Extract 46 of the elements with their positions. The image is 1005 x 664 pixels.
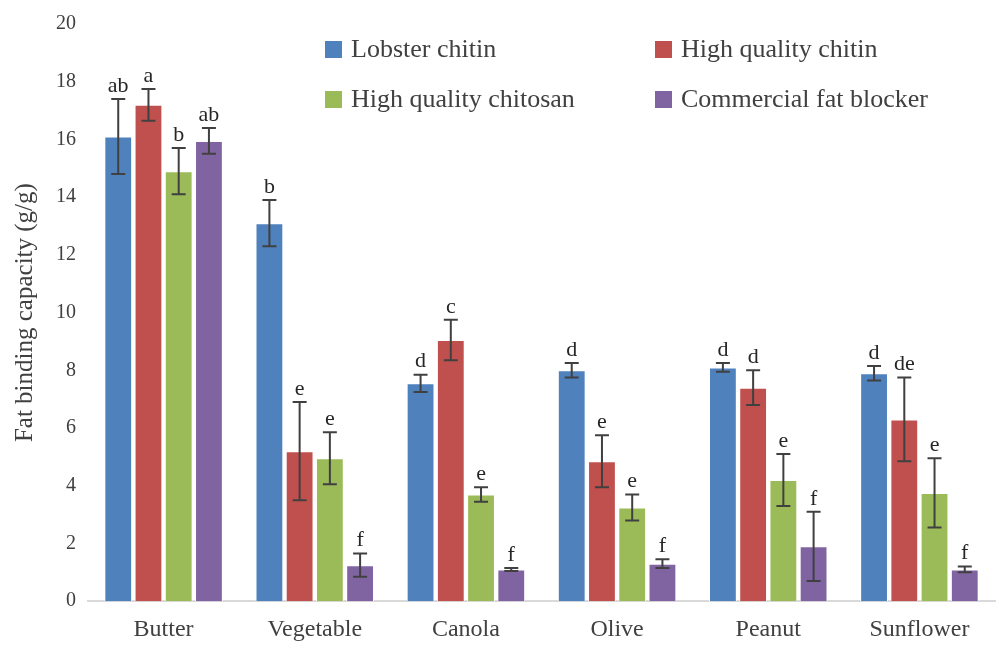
legend-label: Commercial fat blocker (681, 84, 928, 114)
data-label: e (294, 374, 305, 400)
data-label: de (893, 350, 915, 376)
y-tick-label: 20 (56, 11, 76, 34)
y-tick-label: 14 (56, 184, 76, 207)
y-tick-label: 8 (66, 357, 76, 380)
data-label: ab (107, 71, 129, 97)
data-label: f (658, 532, 667, 558)
x-tick-label: Sunflower (869, 614, 970, 641)
data-label: e (627, 467, 638, 493)
y-tick-label: 6 (66, 415, 76, 438)
data-label: b (263, 172, 275, 198)
y-tick-label: 2 (66, 530, 76, 553)
y-tick-label: 4 (66, 473, 76, 496)
y-tick-label: 10 (56, 299, 76, 322)
data-label: e (597, 408, 607, 434)
y-tick-label: 16 (56, 126, 76, 149)
y-axis-title: Fat binding capacity (g/g) (9, 183, 38, 443)
x-tick-label: Olive (590, 614, 644, 641)
legend-label: High quality chitin (681, 34, 878, 64)
data-label: d (717, 335, 729, 361)
legend-label: High quality chitosan (351, 84, 575, 114)
x-tick-label: Canola (431, 614, 501, 641)
x-tick-label: Peanut (735, 614, 802, 641)
legend-label: Lobster chitin (351, 34, 497, 64)
data-label: d (566, 335, 578, 361)
y-tick-label: 0 (66, 588, 76, 611)
data-label: c (445, 292, 456, 318)
data-label: f (961, 539, 970, 565)
data-label: f (356, 526, 365, 552)
data-label: b (173, 120, 185, 146)
y-tick-label: 18 (56, 68, 76, 91)
data-label: d (747, 343, 759, 369)
data-label: d (868, 338, 880, 364)
data-label: e (929, 431, 940, 457)
data-label: f (809, 484, 818, 510)
data-label: d (415, 347, 427, 373)
x-tick-label: Vegetable (267, 614, 363, 641)
data-label: ab (198, 100, 220, 126)
data-label: e (476, 459, 486, 485)
data-label: a (143, 61, 154, 87)
data-label: e (324, 405, 335, 431)
data-label: f (507, 540, 516, 566)
x-tick-label: Butter (133, 614, 194, 641)
data-label: e (778, 426, 789, 452)
y-tick-label: 12 (56, 242, 76, 265)
